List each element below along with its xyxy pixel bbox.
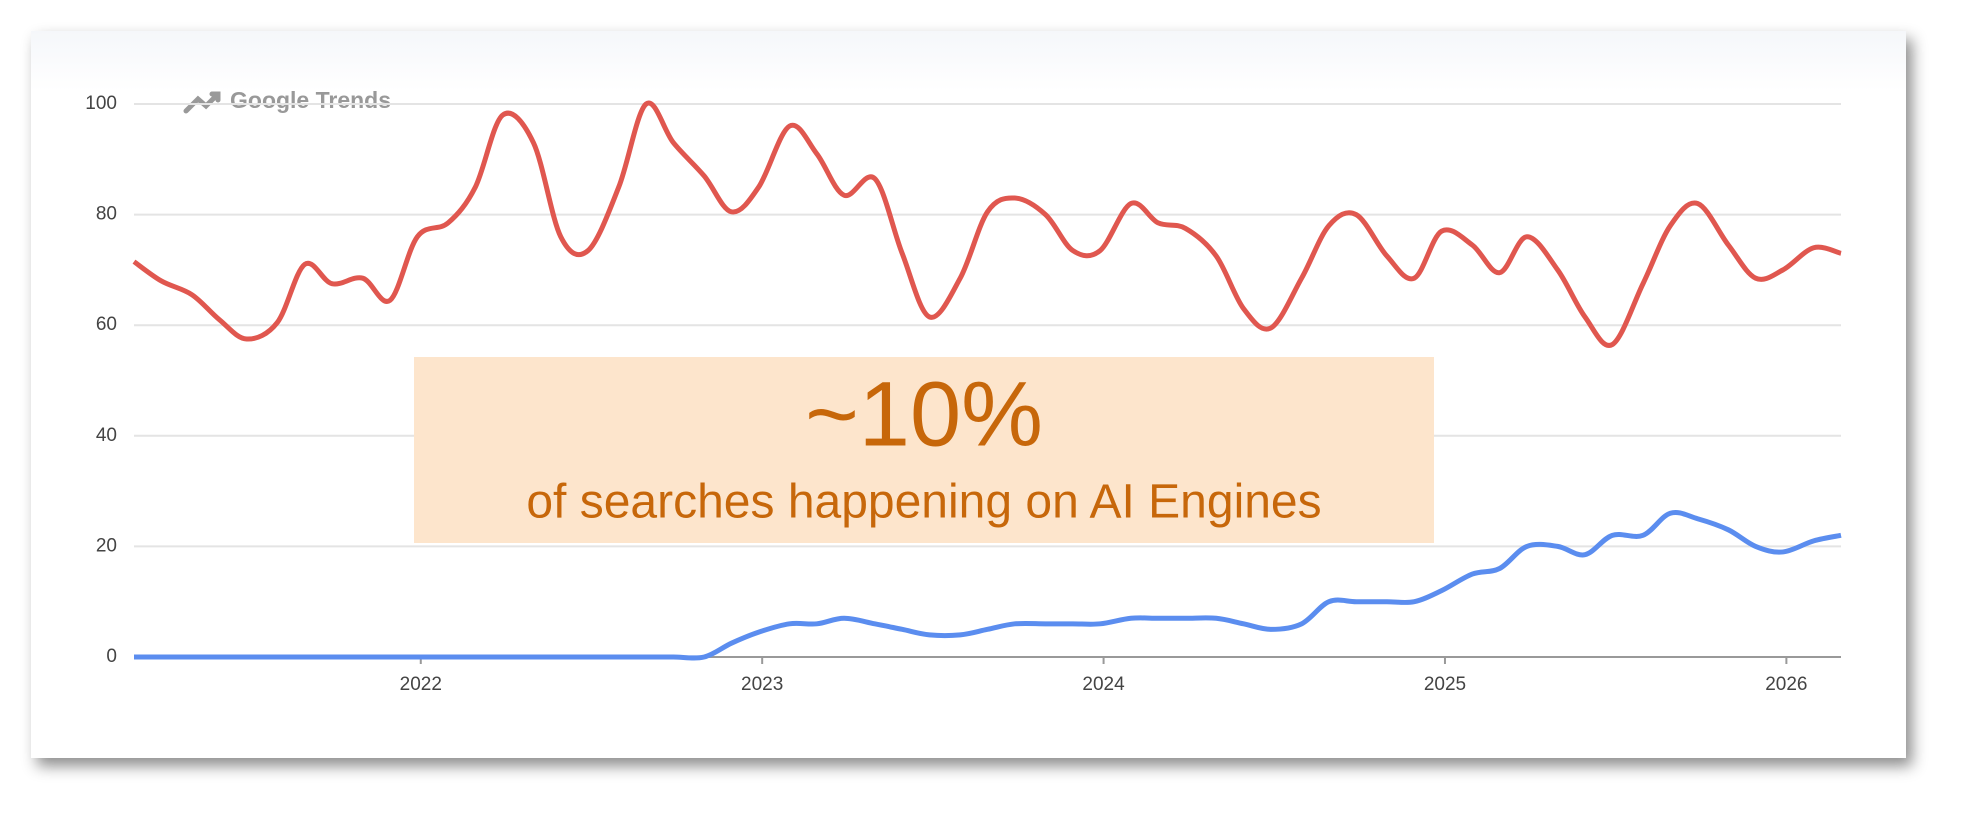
y-tick-label: 60	[96, 314, 117, 335]
line-series	[132, 100, 1842, 348]
x-tick-label: 2025	[1424, 674, 1466, 695]
x-tick-label: 2026	[1765, 674, 1807, 695]
brand-icon	[183, 91, 221, 114]
brand-text: Google Trends	[230, 87, 391, 113]
y-tick-label: 80	[96, 204, 117, 225]
y-tick-label: 40	[96, 425, 117, 446]
plot: 0 20 40 60 80 100 2022 2023 2024 2025 2026	[85, 93, 1842, 695]
x-tick-label: 2022	[400, 674, 442, 695]
annotation-text: of searches happening on AI Engines	[526, 476, 1321, 529]
brand: Google Trends	[183, 87, 391, 114]
x-tick-label: 2024	[1082, 674, 1125, 695]
annotation-headline: ~10%	[805, 363, 1043, 465]
x-tick-label: 2023	[741, 674, 783, 695]
y-tick-label: 100	[85, 93, 117, 114]
annotation-box	[414, 357, 1434, 543]
line-series	[134, 510, 1842, 661]
y-tick-label: 20	[96, 535, 117, 556]
y-tick-label: 0	[106, 646, 117, 667]
